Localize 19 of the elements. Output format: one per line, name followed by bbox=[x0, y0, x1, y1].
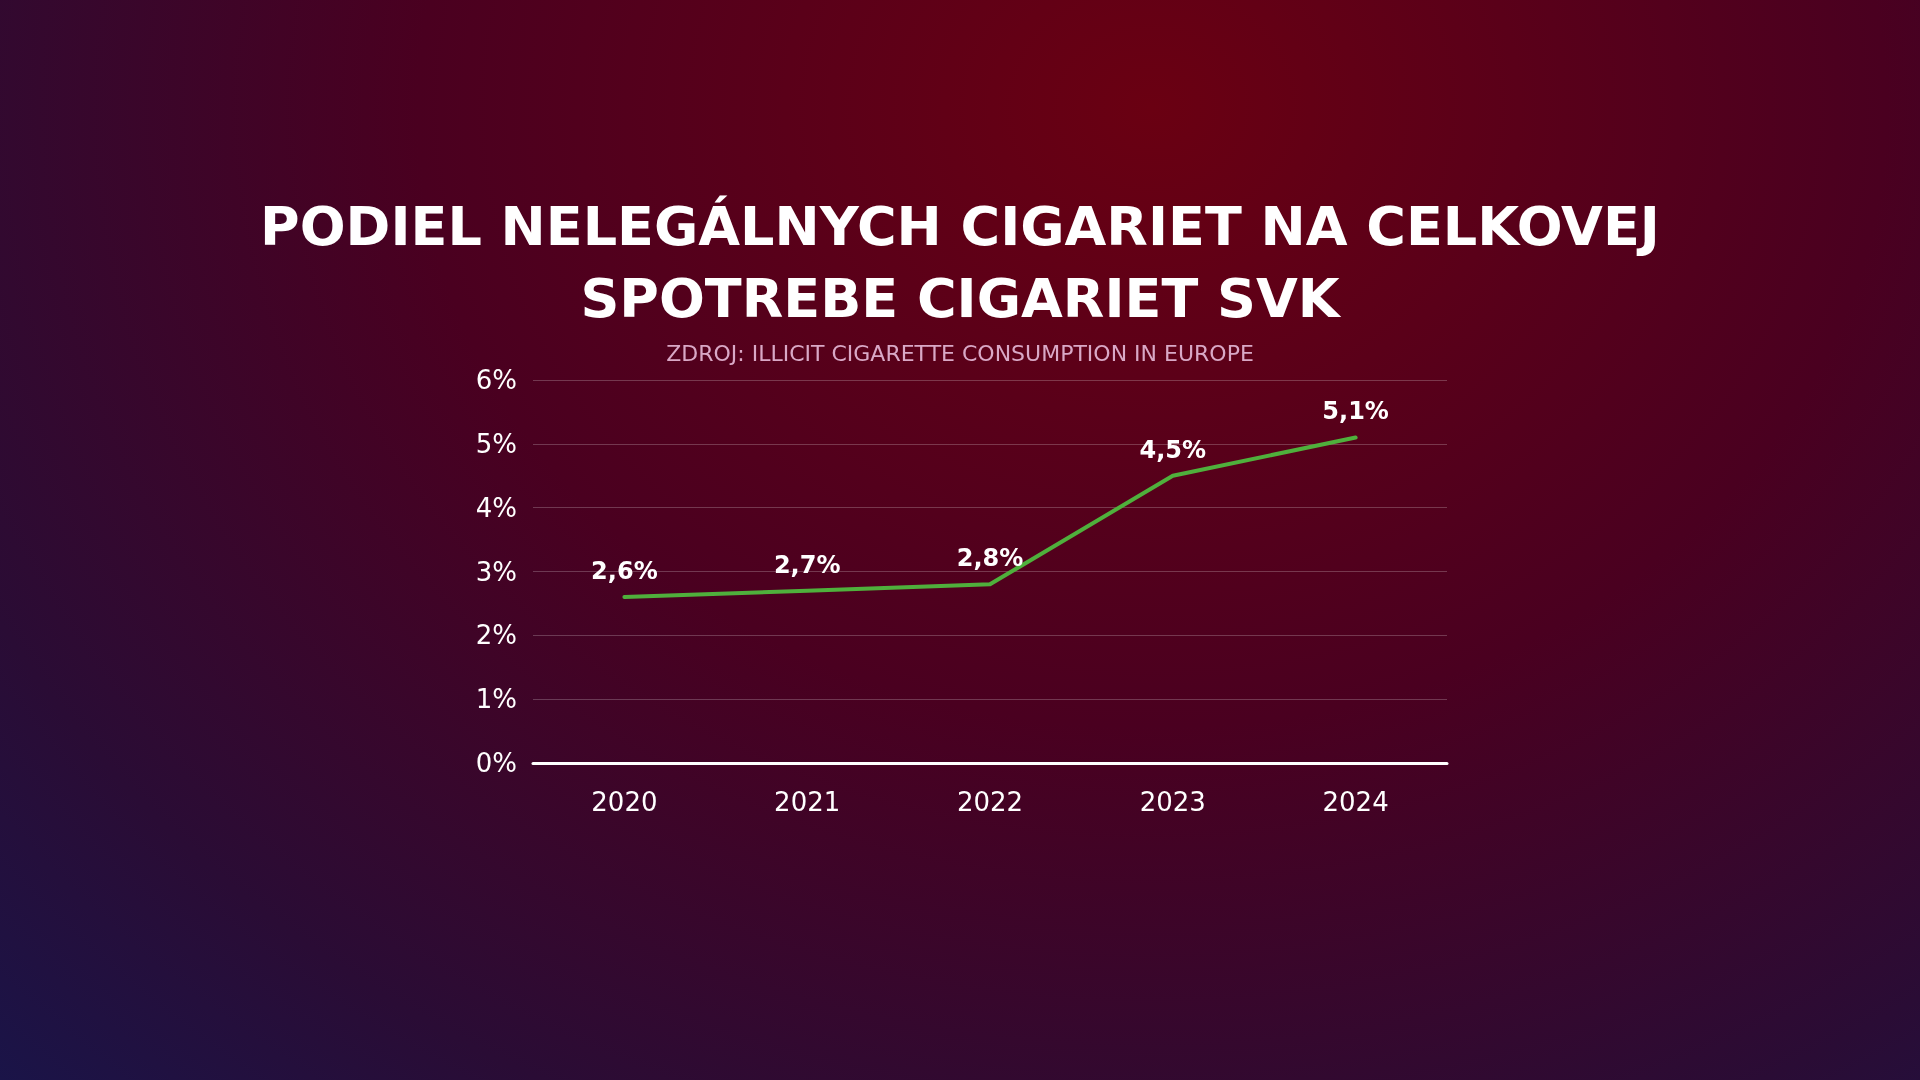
chart-subtitle: ZDROJ: ILLICIT CIGARETTE CONSUMPTION IN EUROPE bbox=[666, 340, 1254, 366]
data-label: 2,8% bbox=[956, 544, 1024, 573]
data-label: 2,7% bbox=[773, 550, 841, 579]
data-label: 2,6% bbox=[591, 557, 658, 586]
y-tick-label: 4% bbox=[475, 492, 517, 523]
y-tick-label: 1% bbox=[475, 684, 517, 715]
x-tick-label: 2023 bbox=[1139, 787, 1206, 817]
y-tick-label: 5% bbox=[475, 428, 517, 459]
chart-title: PODIEL NELEGÁLNYCH CIGARIET NA CELKOVEJ SPOTREBE CIGARIET SVK bbox=[260, 194, 1660, 330]
x-tick-label: 2022 bbox=[956, 787, 1024, 817]
y-tick-label: 0% bbox=[475, 748, 517, 778]
x-tick-label: 2024 bbox=[1322, 787, 1389, 817]
y-tick-label: 2% bbox=[475, 620, 517, 651]
data-label: 4,5% bbox=[1139, 435, 1207, 464]
y-tick-label: 6% bbox=[475, 365, 517, 395]
x-tick-label: 2020 bbox=[591, 787, 658, 817]
x-tick-label: 2021 bbox=[774, 787, 841, 817]
data-label: 5,1% bbox=[1322, 397, 1389, 426]
y-tick-label: 3% bbox=[475, 556, 517, 587]
